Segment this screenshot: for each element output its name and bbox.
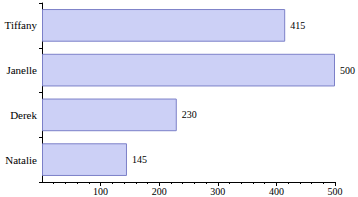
svg-text:Derek: Derek	[10, 109, 37, 121]
svg-text:Natalie: Natalie	[5, 154, 37, 166]
svg-text:500: 500	[328, 186, 343, 197]
svg-text:Tiffany: Tiffany	[5, 19, 38, 31]
svg-text:145: 145	[132, 154, 147, 165]
svg-text:415: 415	[290, 20, 305, 31]
svg-text:300: 300	[210, 186, 225, 197]
svg-text:230: 230	[182, 109, 197, 120]
svg-text:Janelle: Janelle	[6, 64, 37, 76]
svg-text:100: 100	[93, 186, 108, 197]
svg-text:200: 200	[152, 186, 167, 197]
svg-text:500: 500	[340, 65, 355, 76]
svg-text:400: 400	[269, 186, 284, 197]
